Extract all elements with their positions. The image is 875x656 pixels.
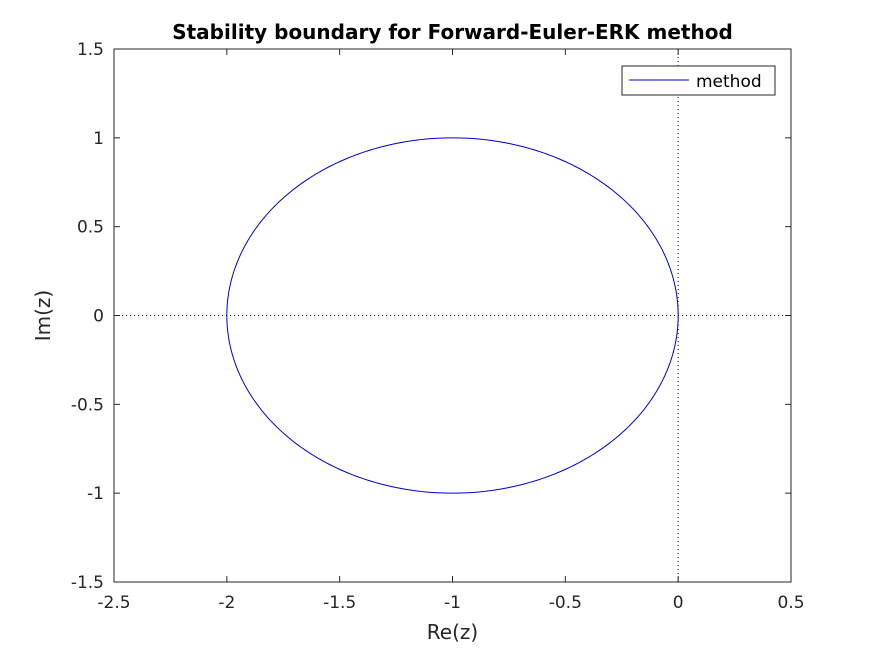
y-tick-label: -0.5	[71, 395, 104, 415]
x-tick-label: -1	[444, 593, 461, 613]
y-tick-label: 0.5	[77, 218, 104, 238]
y-tick-label: -1	[87, 484, 104, 504]
y-tick-label: 1.5	[77, 40, 104, 60]
y-tick-label: 1	[93, 129, 104, 149]
plot-area	[114, 49, 791, 582]
y-axis-ticks: -1.5 -1 -0.5 0 0.5 1 1.5	[71, 40, 791, 593]
x-axis-ticks: -2.5 -2 -1.5 -1 -0.5 0 0.5	[97, 49, 805, 613]
x-tick-label: -2.5	[97, 593, 130, 613]
x-tick-label: -1.5	[323, 593, 356, 613]
x-tick-label: 0	[673, 593, 684, 613]
y-axis-label: Im(z)	[31, 290, 55, 341]
x-tick-label: 0.5	[777, 593, 804, 613]
x-tick-label: -2	[218, 593, 235, 613]
y-tick-label: 0	[93, 307, 104, 327]
series-line-method	[226, 137, 679, 494]
x-axis-label: Re(z)	[427, 620, 478, 644]
series-layer	[226, 137, 679, 494]
legend: method	[621, 65, 776, 96]
chart-title: Stability boundary for Forward-Euler-ERK…	[172, 20, 733, 44]
x-tick-label: -0.5	[549, 593, 582, 613]
legend-label-method: method	[696, 72, 762, 92]
y-tick-label: -1.5	[71, 573, 104, 593]
